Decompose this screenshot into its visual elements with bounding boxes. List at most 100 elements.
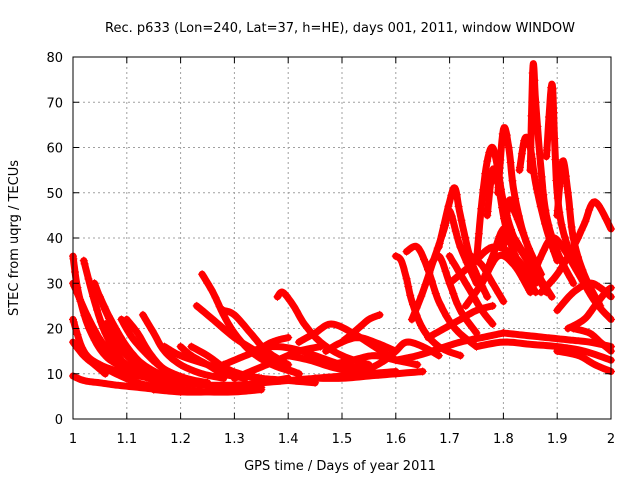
- axis-ticks: [72, 56, 612, 420]
- series-line: [295, 320, 400, 364]
- plus-marker: [215, 302, 224, 311]
- plus-marker: [488, 319, 497, 328]
- x-axis-label: GPS time / Days of year 2011: [244, 459, 436, 474]
- plus-marker: [442, 311, 451, 320]
- plus-marker: [597, 305, 606, 314]
- y-tick-label: 0: [55, 413, 63, 428]
- y-tick-label: 80: [46, 51, 63, 66]
- plus-marker: [480, 247, 489, 256]
- plus-marker: [90, 279, 99, 288]
- series-line: [338, 311, 384, 346]
- plus-marker: [581, 217, 590, 226]
- plus-marker: [327, 360, 336, 369]
- x-tick-labels: 1 1.1 1.2 1.3 1.4 1.5 1.6 1.7 1.8 1.9 2: [69, 432, 615, 447]
- plus-marker: [96, 346, 105, 355]
- plus-marker: [294, 338, 303, 347]
- plus-marker: [563, 188, 572, 197]
- plus-marker: [457, 216, 466, 225]
- plus-marker: [192, 301, 201, 310]
- series-line: [392, 329, 507, 364]
- series-arc-10: [122, 315, 174, 378]
- plus-marker: [89, 323, 98, 332]
- plus-marker: [487, 259, 496, 268]
- x-tick-label: 2: [607, 432, 615, 447]
- plus-marker: [481, 169, 490, 178]
- series-line: [403, 242, 480, 351]
- plus-marker: [230, 374, 239, 383]
- plus-marker: [508, 176, 517, 185]
- plus-marker: [144, 369, 153, 378]
- plus-marker: [94, 333, 103, 342]
- plus-marker: [407, 315, 416, 324]
- x-tick-label: 1.9: [547, 432, 568, 447]
- plus-marker: [391, 252, 400, 261]
- plus-marker: [219, 360, 228, 369]
- plus-marker: [553, 306, 562, 315]
- plus-marker: [101, 342, 110, 351]
- plus-marker: [499, 329, 508, 338]
- plus-marker: [412, 303, 421, 312]
- plus-marker: [483, 207, 492, 216]
- plus-marker: [535, 255, 544, 264]
- plus-marker: [69, 318, 78, 327]
- plus-marker: [496, 155, 505, 164]
- plus-marker: [547, 83, 556, 92]
- y-tick-label: 40: [46, 232, 63, 247]
- plus-marker: [421, 280, 430, 289]
- plus-marker: [485, 187, 494, 196]
- plus-marker: [479, 185, 488, 194]
- plus-marker: [517, 149, 526, 158]
- plus-marker: [122, 342, 131, 351]
- plus-marker: [517, 246, 526, 255]
- plus-marker: [494, 289, 503, 298]
- plus-marker: [207, 285, 216, 294]
- y-tick-label: 30: [46, 277, 63, 292]
- x-tick-label: 1.5: [332, 432, 353, 447]
- plus-marker: [176, 342, 185, 351]
- x-tick-label: 1.8: [493, 432, 514, 447]
- plus-marker: [530, 76, 539, 85]
- plus-marker: [557, 263, 566, 272]
- plus-marker: [464, 263, 473, 272]
- plus-marker: [502, 131, 511, 140]
- plus-marker: [585, 206, 594, 215]
- plus-marker: [402, 247, 411, 256]
- plus-marker: [488, 301, 497, 310]
- plus-marker: [418, 367, 427, 376]
- plus-marker: [73, 330, 82, 339]
- plus-marker: [284, 333, 293, 342]
- plus-marker: [451, 227, 460, 236]
- plus-marker: [465, 319, 474, 328]
- series-arc-08: [101, 319, 153, 378]
- plus-marker: [487, 169, 496, 178]
- plus-marker: [417, 321, 426, 330]
- plus-marker: [471, 267, 480, 276]
- plus-marker: [424, 333, 433, 342]
- plus-marker: [531, 266, 540, 275]
- series-line: [220, 306, 292, 369]
- plus-marker: [444, 202, 453, 211]
- plus-marker: [535, 150, 544, 159]
- plus-marker: [512, 263, 521, 272]
- plus-marker: [434, 351, 443, 360]
- plus-marker: [560, 233, 569, 242]
- series-line: [177, 343, 249, 382]
- plus-marker: [257, 378, 266, 387]
- series-arc-30: [311, 367, 427, 383]
- series-arc-59: [445, 243, 540, 288]
- plus-marker: [539, 246, 548, 255]
- plus-marker: [526, 166, 535, 175]
- series-arc-60: [461, 251, 535, 310]
- series-arc-11: [138, 310, 228, 383]
- plus-marker: [84, 275, 93, 284]
- plus-marker: [525, 286, 534, 295]
- plus-marker: [565, 205, 574, 214]
- y-tick-label: 60: [46, 142, 63, 157]
- plus-marker: [95, 292, 104, 301]
- plus-marker: [105, 328, 114, 337]
- x-tick-label: 1.2: [170, 432, 191, 447]
- plus-marker: [475, 282, 484, 291]
- plus-marker: [551, 273, 560, 282]
- plus-marker: [420, 255, 429, 264]
- plus-marker: [560, 297, 569, 306]
